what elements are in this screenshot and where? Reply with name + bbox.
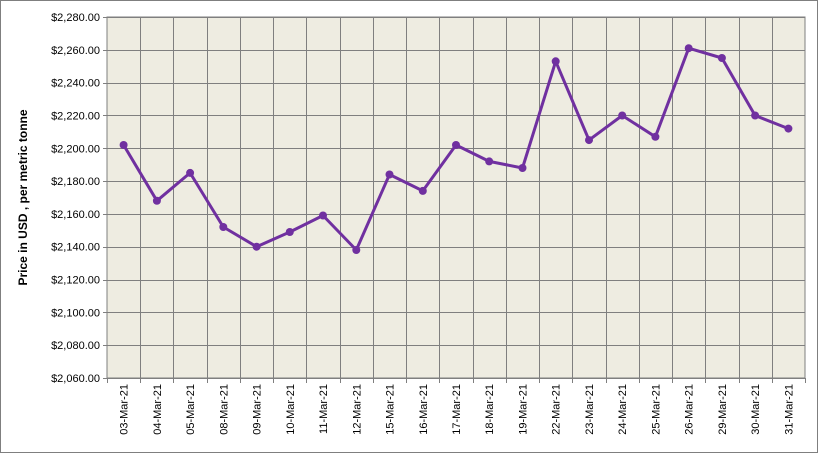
- y-axis-title: Price in USD , per metric tonne: [16, 109, 30, 285]
- x-tick-label: 16-Mar-21: [418, 384, 430, 435]
- x-tick-label: 30-Mar-21: [750, 384, 762, 435]
- data-point: [285, 228, 294, 236]
- data-point: [784, 124, 793, 133]
- x-tick-label: 05-Mar-21: [185, 384, 197, 435]
- x-tick-label: 31-Mar-21: [783, 384, 795, 435]
- data-point: [385, 170, 394, 179]
- y-tick-label: $2,100.00: [51, 307, 100, 319]
- x-tick-label: 03-Mar-21: [119, 384, 131, 435]
- y-tick-label: $2,200.00: [51, 143, 100, 155]
- data-point: [651, 132, 660, 141]
- x-axis: 03-Mar-21 04-Mar-21 05-Mar-21 08-Mar-21 09-M…: [107, 378, 806, 435]
- x-tick-label: 09-Mar-21: [252, 384, 264, 435]
- y-tick-label: $2,220.00: [51, 110, 100, 122]
- data-point: [418, 186, 427, 195]
- x-tick-label: 26-Mar-21: [684, 384, 696, 435]
- data-point: [485, 157, 494, 166]
- x-tick-label: 25-Mar-21: [650, 384, 662, 435]
- data-point: [119, 141, 128, 149]
- data-point: [186, 168, 195, 177]
- y-tick-label: $2,280.00: [51, 12, 100, 24]
- y-axis: $2,060.00 $2,080.00 $2,100.00 $2,120.00 $2,1…: [51, 12, 107, 385]
- data-point: [219, 223, 228, 231]
- data-point: [551, 57, 560, 66]
- series-group: [119, 44, 793, 254]
- x-tick-label: 29-Mar-21: [717, 384, 729, 435]
- y-tick-label: $2,260.00: [51, 45, 100, 57]
- y-tick-label: $2,080.00: [51, 340, 100, 352]
- data-point: [684, 44, 693, 53]
- data-point: [452, 141, 460, 149]
- data-point: [518, 164, 527, 172]
- y-tick-label: $2,160.00: [51, 209, 100, 221]
- data-point: [319, 211, 327, 220]
- data-point: [717, 54, 726, 62]
- data-point: [252, 242, 261, 251]
- x-tick-label: 18-Mar-21: [484, 384, 496, 435]
- x-tick-label: 17-Mar-21: [451, 384, 463, 435]
- x-tick-label: 12-Mar-21: [351, 384, 363, 435]
- plot-border: [106, 16, 806, 379]
- x-tick-label: 11-Mar-21: [318, 384, 330, 434]
- x-tick-label: 22-Mar-21: [551, 384, 563, 435]
- data-point: [585, 136, 593, 145]
- y-tick-label: $2,140.00: [51, 242, 100, 254]
- x-tick-label: 15-Mar-21: [385, 384, 397, 435]
- x-tick-label: 08-Mar-21: [218, 384, 230, 435]
- x-tick-label: 10-Mar-21: [285, 384, 297, 435]
- x-tick-label: 24-Mar-21: [617, 384, 629, 435]
- data-point: [618, 111, 627, 120]
- y-tick-label: $2,240.00: [51, 78, 100, 90]
- y-tick-label: $2,060.00: [51, 373, 100, 385]
- data-point: [751, 111, 760, 120]
- x-tick-label: 19-Mar-21: [517, 384, 529, 435]
- data-point: [352, 246, 361, 254]
- x-tick-label: 23-Mar-21: [584, 384, 596, 435]
- x-tick-label: 04-Mar-21: [152, 384, 164, 435]
- plot-area: [107, 17, 805, 378]
- y-tick-label: $2,120.00: [51, 275, 100, 287]
- data-point: [152, 196, 161, 205]
- y-tick-label: $2,180.00: [51, 176, 100, 188]
